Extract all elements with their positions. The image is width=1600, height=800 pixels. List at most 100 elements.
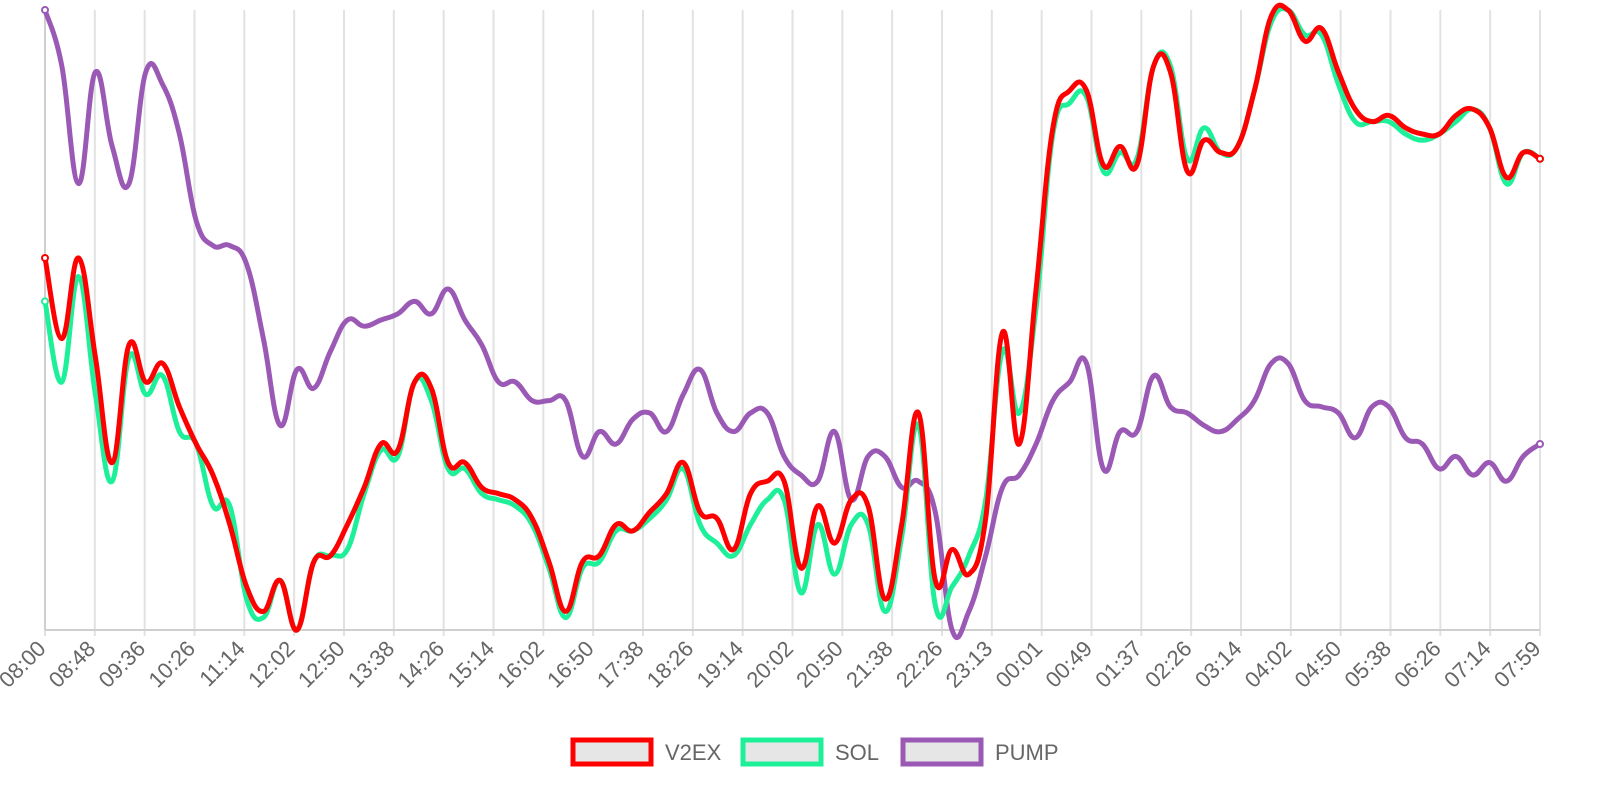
data-point-pump	[41, 6, 49, 14]
data-point-pump	[950, 628, 955, 632]
x-tick-label: 21:38	[841, 636, 898, 693]
x-tick-label: 10:26	[143, 636, 200, 693]
data-point-v2ex	[1504, 175, 1509, 180]
data-point-v2ex	[194, 442, 199, 446]
data-point-pump	[563, 398, 568, 403]
x-tick-label: 07:59	[1489, 636, 1546, 693]
x-tick-label: 20:50	[791, 636, 848, 693]
data-point-v2ex	[563, 609, 568, 614]
data-point-pump	[1134, 429, 1139, 434]
data-point-sol	[395, 454, 400, 459]
data-point-sol	[714, 541, 719, 546]
data-point-sol	[261, 615, 266, 620]
data-point-pump	[1487, 460, 1492, 465]
data-point-v2ex	[1134, 163, 1139, 167]
data-point-pump	[76, 181, 81, 186]
data-point-pump	[93, 70, 98, 74]
data-point-v2ex	[362, 485, 367, 490]
data-point-sol	[1454, 119, 1458, 124]
series-v2ex	[41, 2, 1544, 633]
data-point-v2ex	[1420, 132, 1425, 136]
data-point-v2ex	[1050, 125, 1055, 130]
legend-item-v2ex[interactable]: V2EX	[570, 737, 722, 767]
data-point-sol	[41, 297, 49, 306]
data-point-pump	[1101, 466, 1106, 471]
data-point-pump	[1202, 423, 1206, 428]
legend-item-sol[interactable]: SOL	[740, 737, 879, 767]
data-point-v2ex	[1437, 132, 1442, 136]
data-point-pump	[395, 311, 400, 316]
x-tick-label: 12:50	[293, 636, 350, 693]
data-point-v2ex	[1269, 14, 1274, 19]
data-point-pump	[614, 442, 619, 446]
data-point-pump	[866, 454, 871, 459]
data-point-pump	[1386, 404, 1391, 409]
data-point-pump	[110, 144, 115, 149]
x-tick-label: 20:02	[741, 636, 798, 693]
data-point-pump	[916, 479, 921, 484]
data-point-sol	[1067, 101, 1072, 105]
legend-label-v2ex: V2EX	[665, 740, 722, 765]
data-point-v2ex	[933, 578, 938, 583]
data-point-pump	[664, 429, 669, 434]
data-point-v2ex	[815, 504, 820, 508]
data-point-pump	[1185, 411, 1190, 415]
x-tick-label: 05:38	[1339, 636, 1396, 693]
data-point-v2ex	[93, 355, 98, 360]
data-point-v2ex	[714, 516, 719, 521]
data-point-pump	[1536, 440, 1544, 448]
legend-item-pump[interactable]: PUMP	[900, 737, 1059, 767]
data-point-pump	[1521, 454, 1526, 459]
data-point-pump	[278, 423, 283, 428]
data-point-v2ex	[1235, 144, 1240, 149]
data-point-v2ex	[1000, 330, 1005, 335]
data-point-sol	[1504, 181, 1509, 186]
data-point-v2ex	[597, 553, 602, 558]
data-point-pump	[244, 262, 249, 267]
data-point-pump	[1302, 398, 1307, 403]
data-point-sol	[731, 553, 736, 558]
data-point-pump	[815, 479, 820, 484]
data-point-sol	[798, 590, 803, 595]
data-point-pump	[1437, 466, 1442, 471]
data-point-v2ex	[41, 254, 49, 262]
x-tick-label: 07:14	[1439, 636, 1496, 693]
data-point-pump	[1084, 361, 1089, 366]
data-point-v2ex	[899, 522, 904, 527]
data-point-pump	[412, 299, 417, 304]
data-point-sol	[1017, 411, 1022, 415]
x-tick-label: 17:38	[592, 636, 649, 693]
data-point-sol	[345, 547, 350, 552]
data-point-pump	[765, 411, 770, 415]
data-point-v2ex	[681, 460, 686, 465]
data-point-sol	[496, 497, 501, 502]
data-point-v2ex	[630, 528, 635, 533]
data-point-v2ex	[1470, 107, 1475, 112]
x-tick-label: 14:26	[393, 636, 450, 693]
data-point-v2ex	[379, 442, 383, 446]
data-point-sol	[160, 373, 165, 378]
data-point-pump	[345, 318, 350, 322]
data-point-pump	[647, 411, 652, 415]
data-point-pump	[698, 367, 703, 372]
data-point-v2ex	[530, 516, 535, 521]
data-point-pump	[714, 411, 719, 415]
data-point-pump	[1470, 473, 1475, 477]
data-point-pump	[597, 429, 602, 434]
data-point-sol	[882, 609, 887, 614]
x-tick-labels: 08:0008:4809:3610:2611:1412:0212:5013:38…	[0, 636, 1546, 693]
data-point-sol	[1403, 132, 1408, 136]
x-tick-label: 02:26	[1140, 636, 1197, 693]
x-tick-label: 03:14	[1190, 636, 1247, 693]
data-point-v2ex	[1521, 150, 1526, 155]
data-point-v2ex	[1536, 154, 1544, 163]
data-point-pump	[882, 454, 887, 459]
x-tick-label: 22:26	[891, 636, 948, 693]
data-point-pump	[1218, 429, 1223, 434]
data-point-pump	[1403, 435, 1408, 440]
data-point-sol	[782, 497, 787, 502]
data-point-v2ex	[580, 559, 585, 564]
data-point-pump	[580, 454, 585, 459]
x-tick-label: 13:38	[343, 636, 400, 693]
x-tick-label: 16:02	[492, 636, 549, 693]
